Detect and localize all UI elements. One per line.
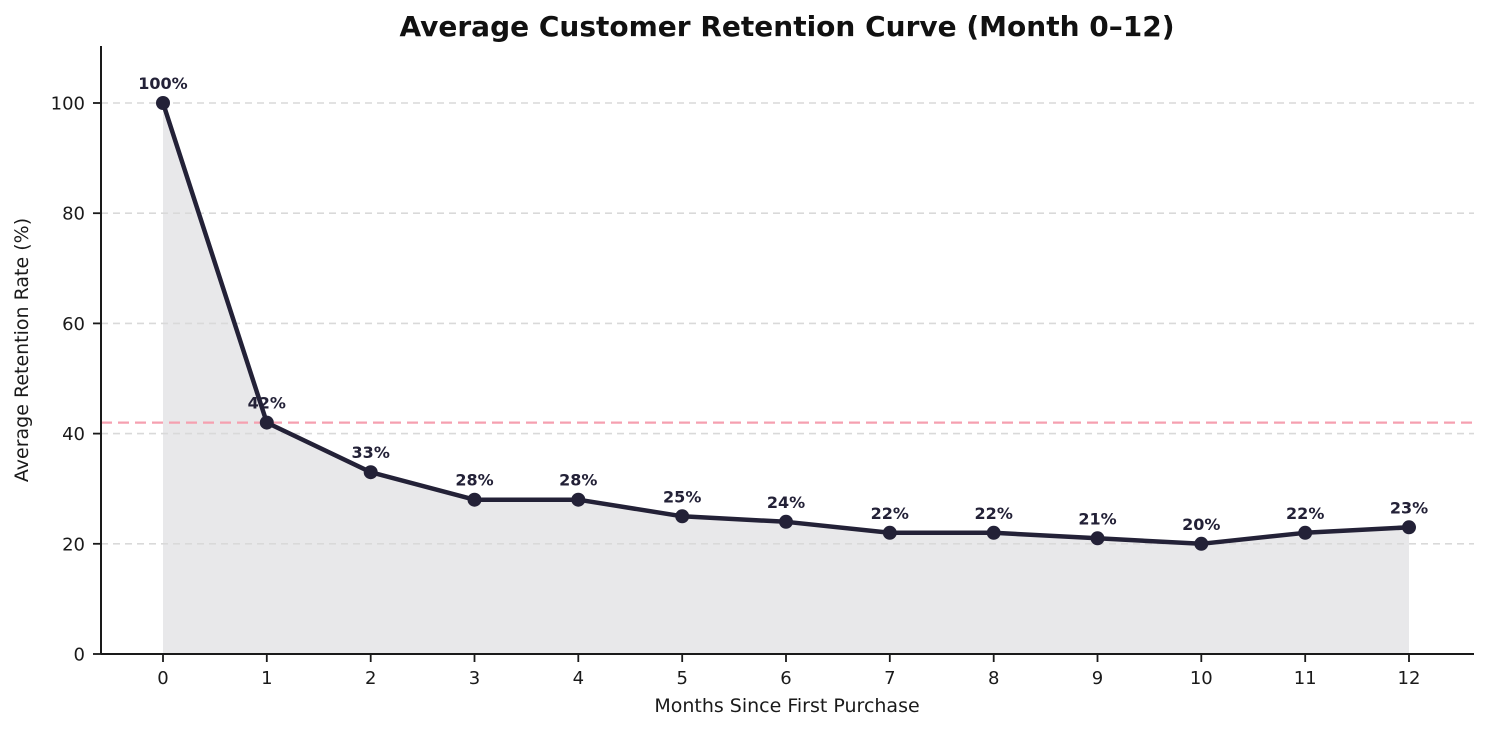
data-point-marker-m7 xyxy=(882,525,897,540)
x-tick-label-6: 6 xyxy=(780,668,791,689)
data-point-marker-m1 xyxy=(259,415,274,430)
x-tick-label-0: 0 xyxy=(157,668,168,689)
chart-title: Average Customer Retention Curve (Month … xyxy=(399,10,1174,43)
data-point-label-m4: 28% xyxy=(559,471,597,490)
area-fill-layer xyxy=(163,103,1409,654)
x-tick-label-3: 3 xyxy=(469,668,480,689)
data-point-label-m5: 25% xyxy=(663,487,701,506)
data-point-label-m10: 20% xyxy=(1182,515,1220,534)
x-tick-label-11: 11 xyxy=(1294,668,1317,689)
data-point-label-m8: 22% xyxy=(975,504,1013,523)
y-tick-label-40: 40 xyxy=(62,424,85,445)
data-point-label-m0: 100% xyxy=(138,74,187,93)
data-point-label-m12: 23% xyxy=(1390,498,1428,517)
data-point-marker-m3 xyxy=(467,492,482,507)
data-point-label-m11: 22% xyxy=(1286,504,1324,523)
data-point-label-m6: 24% xyxy=(767,493,805,512)
area-fill xyxy=(163,103,1409,654)
data-point-label-m1: 42% xyxy=(248,394,286,413)
y-axis-label: Average Retention Rate (%) xyxy=(11,218,33,482)
data-point-label-m7: 22% xyxy=(871,504,909,523)
data-point-label-m9: 21% xyxy=(1078,509,1116,528)
data-point-marker-m0 xyxy=(156,96,170,110)
retention-series-layer: 100% 42% 33% 28% 28% 25% 24% 22% 22% 21% 20% 22% 23% xyxy=(138,74,1428,551)
x-tick-label-5: 5 xyxy=(676,668,687,689)
x-axis-label: Months Since First Purchase xyxy=(654,695,919,717)
x-tick-label-9: 9 xyxy=(1092,668,1103,689)
data-point-marker-m5 xyxy=(675,509,690,524)
y-tick-label-100: 100 xyxy=(51,94,85,115)
data-point-marker-m8 xyxy=(986,525,1001,540)
data-point-marker-m6 xyxy=(779,514,793,529)
data-point-label-m3: 28% xyxy=(455,471,493,490)
y-tick-label-60: 60 xyxy=(62,314,85,335)
x-tick-label-8: 8 xyxy=(988,668,999,689)
x-tick-label-12: 12 xyxy=(1398,668,1421,689)
x-tick-label-4: 4 xyxy=(573,668,584,689)
data-point-label-m2: 33% xyxy=(352,443,390,462)
data-point-marker-m12 xyxy=(1402,520,1416,535)
x-tick-label-1: 1 xyxy=(261,668,272,689)
y-tick-label-80: 80 xyxy=(62,204,85,225)
gridline-layer xyxy=(101,102,1474,545)
data-point-marker-m10 xyxy=(1194,536,1209,551)
y-tick-label-20: 20 xyxy=(62,534,85,555)
data-point-marker-m2 xyxy=(363,465,378,480)
data-point-marker-m11 xyxy=(1298,525,1313,540)
data-point-marker-m9 xyxy=(1090,531,1105,546)
x-tick-label-7: 7 xyxy=(884,668,895,689)
data-point-marker-m4 xyxy=(571,492,586,507)
x-tick-label-10: 10 xyxy=(1190,668,1213,689)
axes-layer xyxy=(93,46,1474,662)
x-tick-label-2: 2 xyxy=(365,668,376,689)
y-tick-label-0: 0 xyxy=(74,645,85,666)
